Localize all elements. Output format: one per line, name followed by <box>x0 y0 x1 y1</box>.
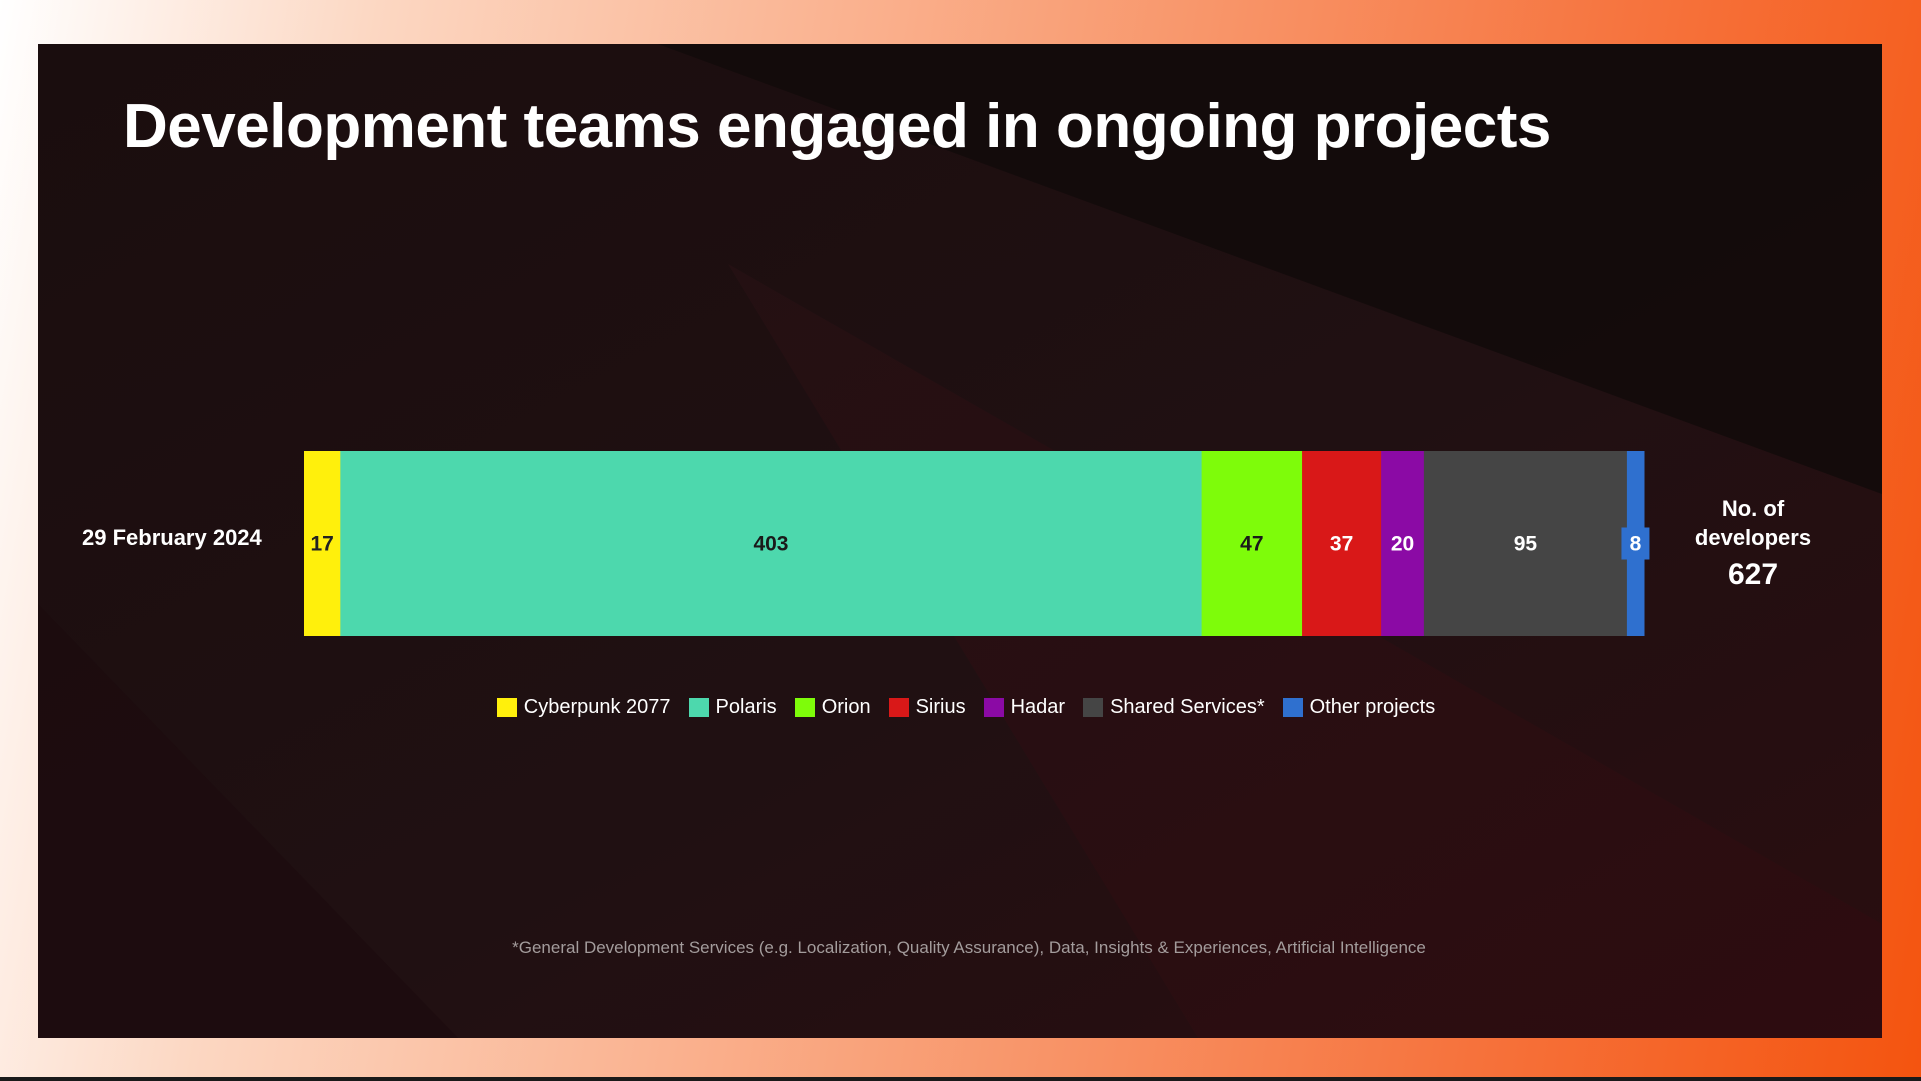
chart-legend: Cyberpunk 2077 Polaris Orion Sirius Hadar Sha… <box>38 696 1882 719</box>
data-label-cyberpunk-2077: 17 <box>310 533 333 556</box>
bottom-strip <box>0 1077 1921 1081</box>
bar-segment-hadar <box>1381 451 1425 636</box>
legend-swatch-shared-services <box>1083 698 1104 717</box>
data-label-orion: 47 <box>1240 533 1263 556</box>
total-value: 627 <box>1727 558 1779 591</box>
legend-item-sirius: Sirius <box>888 696 966 719</box>
total-label: No. of developers <box>1694 496 1812 550</box>
slide: Development teams engaged in ongoing pro… <box>38 44 1882 1038</box>
legend-label-cyberpunk-2077: Cyberpunk 2077 <box>523 696 671 718</box>
legend-item-cyberpunk-2077: Cyberpunk 2077 <box>496 696 671 719</box>
category-label: 29 February 2024 <box>82 525 262 550</box>
legend-item-other-projects: Other projects <box>1282 696 1436 719</box>
legend-label-polaris: Polaris <box>715 696 777 718</box>
bar-segment-cyberpunk-2077 <box>304 451 341 636</box>
legend-label-sirius: Sirius <box>915 696 966 718</box>
legend-label-shared-services: Shared Services* <box>1110 696 1265 718</box>
legend-swatch-cyberpunk-2077 <box>496 698 517 717</box>
data-label-sirius: 37 <box>1330 533 1353 556</box>
legend-swatch-hadar <box>983 698 1004 717</box>
data-label-shared-services: 95 <box>1514 533 1538 556</box>
legend-swatch-polaris <box>688 698 709 717</box>
bar-segment-polaris <box>340 451 1203 636</box>
legend-item-orion: Orion <box>794 696 871 719</box>
footnote: *General Development Services (e.g. Loca… <box>512 938 1426 957</box>
slide-title: Development teams engaged in ongoing pro… <box>123 92 1551 161</box>
bar-segment-orion <box>1201 451 1303 636</box>
legend-item-polaris: Polaris <box>688 696 777 719</box>
legend-item-shared-services: Shared Services* <box>1083 696 1265 719</box>
legend-swatch-sirius <box>888 698 909 717</box>
legend-swatch-other-projects <box>1282 698 1303 717</box>
legend-swatch-orion <box>794 698 815 717</box>
bar-segment-shared-services <box>1423 451 1628 636</box>
data-label-other-projects: 8 <box>1630 533 1642 556</box>
legend-label-orion: Orion <box>821 696 871 718</box>
data-label-tag-other-projects <box>1621 527 1650 560</box>
total-developers: No. of developers 627 <box>1673 494 1833 592</box>
legend-label-hadar: Hadar <box>1010 696 1066 718</box>
stacked-bar-chart: 17 403 47 37 20 95 8 <box>304 451 1650 636</box>
data-label-hadar: 20 <box>1391 533 1414 556</box>
data-label-polaris: 403 <box>753 533 788 556</box>
bar-segment-sirius <box>1302 451 1382 636</box>
legend-label-other-projects: Other projects <box>1309 696 1436 718</box>
legend-item-hadar: Hadar <box>983 696 1066 719</box>
